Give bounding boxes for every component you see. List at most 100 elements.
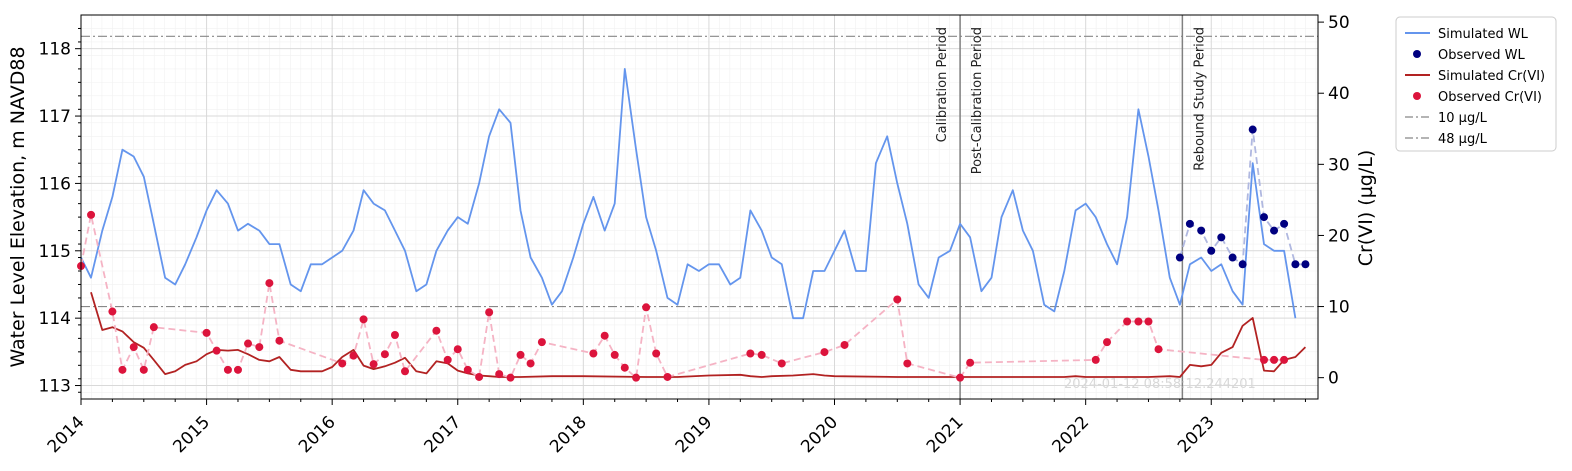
- data-point: [390, 331, 399, 339]
- data-point: [1228, 253, 1237, 262]
- x-tick-label: 2015: [169, 412, 214, 457]
- data-point: [652, 349, 661, 358]
- y-left-tick-label: 115: [39, 242, 71, 262]
- data-point: [1154, 345, 1163, 354]
- data-point: [903, 359, 912, 368]
- y-left-tick-label: 116: [39, 174, 71, 194]
- plot-frame: [80, 14, 1319, 400]
- grid: [80, 15, 1318, 399]
- series-layer: [77, 68, 1310, 382]
- data-point: [212, 346, 221, 355]
- data-point: [777, 359, 786, 368]
- data-point: [1217, 233, 1226, 242]
- data-point: [244, 339, 253, 348]
- data-point: [87, 210, 96, 219]
- data-point: [453, 345, 462, 354]
- data-point: [1197, 226, 1206, 235]
- data-point: [840, 340, 849, 349]
- data-point: [432, 326, 441, 335]
- data-point: [369, 360, 378, 369]
- legend-label: 48 µg/L: [1438, 132, 1488, 147]
- data-point: [746, 349, 755, 358]
- y-left-tick-label: 114: [39, 309, 71, 329]
- data-point: [1280, 355, 1289, 364]
- y-axis-right-label: Cr(VI) (µg/L): [1355, 150, 1377, 267]
- x-tick-label: 2016: [295, 412, 340, 457]
- x-tick-label: 2017: [421, 412, 466, 457]
- period-markers: Calibration Period Post-Calibration Perio…: [935, 15, 1207, 399]
- data-point: [1207, 246, 1216, 255]
- data-point: [757, 350, 766, 359]
- legend-label: Observed Cr(VI): [1438, 90, 1542, 105]
- x-tick-label: 2020: [797, 412, 842, 457]
- data-point: [589, 349, 598, 358]
- data-point: [275, 336, 284, 345]
- data-point: [1185, 219, 1194, 228]
- period-label: Rebound Study Period: [1192, 27, 1207, 171]
- data-point: [663, 372, 672, 381]
- series-line-0: [80, 68, 1297, 320]
- data-point: [610, 350, 619, 359]
- data-point: [1301, 260, 1310, 269]
- data-point: [956, 373, 965, 382]
- data-point: [506, 373, 515, 382]
- data-point: [1259, 213, 1268, 222]
- data-point: [265, 279, 274, 288]
- period-label: Post-Calibration Period: [970, 27, 985, 174]
- data-point: [966, 358, 975, 367]
- legend: Simulated WL Observed WL Simulated Cr(VI) O…: [1395, 16, 1557, 152]
- data-point: [380, 350, 389, 359]
- x-tick-label: 2019: [672, 412, 717, 457]
- data-point: [1144, 317, 1153, 326]
- legend-marker-swatch: [1413, 50, 1421, 58]
- data-point: [526, 359, 535, 368]
- x-tick-label: 2014: [44, 412, 89, 457]
- data-point: [1238, 260, 1247, 269]
- y-left-tick-label: 113: [39, 377, 71, 397]
- y-right-tick-label: 0: [1328, 369, 1339, 389]
- legend-label: Observed WL: [1438, 48, 1526, 63]
- data-point: [620, 363, 629, 372]
- data-point: [485, 308, 494, 317]
- y-right-tick-label: 10: [1328, 298, 1350, 318]
- data-point: [233, 365, 242, 374]
- data-point: [359, 315, 368, 324]
- data-point: [1291, 260, 1300, 269]
- period-label: Calibration Period: [935, 27, 950, 142]
- data-point: [537, 338, 546, 347]
- data-point: [1270, 355, 1279, 364]
- data-point: [118, 365, 127, 374]
- legend-label: Simulated WL: [1438, 27, 1529, 42]
- y-axis-left-label: Water Level Elevation, m NAVD88: [7, 46, 29, 367]
- data-point: [642, 303, 651, 312]
- data-point: [1134, 317, 1143, 326]
- y-right-tick-label: 40: [1328, 84, 1350, 104]
- y-right-tick-label: 20: [1328, 226, 1350, 246]
- data-point: [1123, 317, 1132, 326]
- data-point: [129, 343, 138, 352]
- y-left-tick-label: 117: [39, 107, 71, 127]
- y-right-tick-label: 50: [1328, 13, 1350, 33]
- data-point: [495, 370, 504, 379]
- data-point: [108, 307, 117, 316]
- data-point: [820, 348, 829, 357]
- legend-box: [1395, 16, 1557, 152]
- threshold-lines: [81, 35, 1318, 308]
- data-point: [463, 365, 472, 374]
- data-point: [338, 359, 347, 368]
- x-tick-label: 2021: [923, 412, 968, 457]
- data-point: [443, 355, 452, 364]
- legend-label: Simulated Cr(VI): [1438, 69, 1545, 84]
- y-left-tick-label: 118: [39, 40, 71, 60]
- legend-label: 10 µg/L: [1438, 111, 1488, 126]
- data-point: [893, 295, 902, 304]
- y-right-tick-label: 30: [1328, 155, 1350, 175]
- data-point: [149, 323, 158, 332]
- data-point: [1103, 338, 1112, 347]
- data-point: [475, 372, 484, 381]
- data-point: [1248, 125, 1257, 134]
- data-point: [1259, 355, 1268, 364]
- legend-marker-swatch: [1413, 92, 1421, 100]
